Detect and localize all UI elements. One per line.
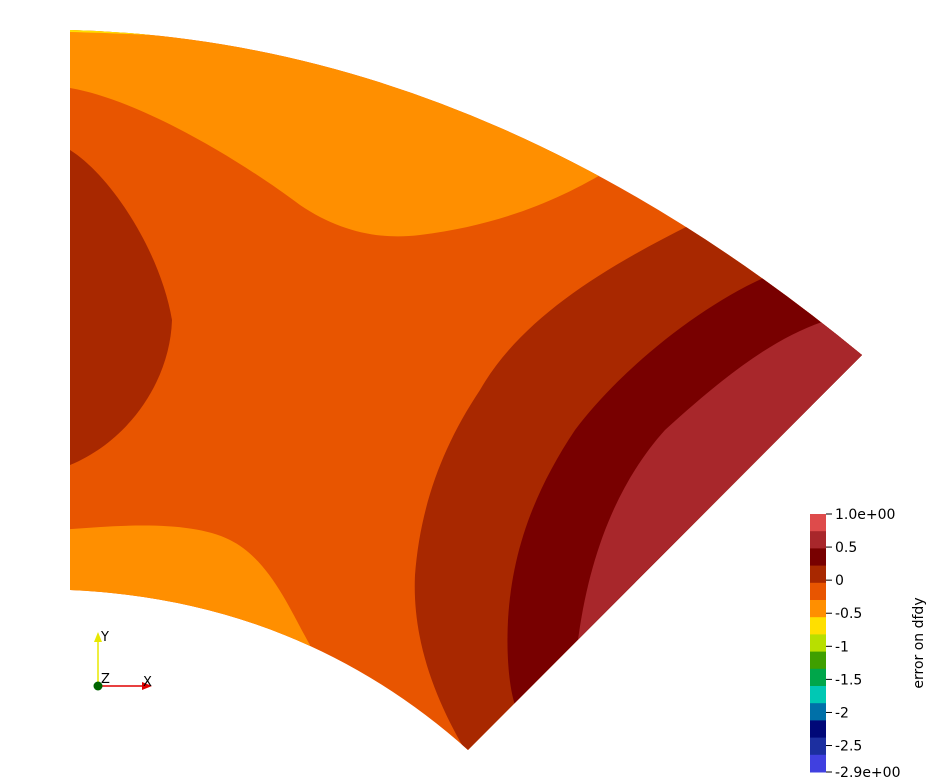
colorbar-band <box>810 668 826 687</box>
colorbar: 1.0e+00 0.5 0 -0.5 -1 -1.5 -2 -2.5 -2.9e+00 error… <box>810 507 927 781</box>
colorbar-band <box>810 514 826 532</box>
colorbar-band <box>810 634 826 653</box>
triad-y-label: Y <box>100 630 109 645</box>
axes-triad: Y Z X <box>93 630 152 691</box>
triad-z-label: Z <box>101 672 110 687</box>
triad-x-arrow <box>142 682 152 690</box>
colorbar-band <box>810 548 826 567</box>
colorbar-band <box>810 703 826 721</box>
colorbar-tick-label: 0 <box>835 573 844 589</box>
triad-x-label: X <box>143 675 152 690</box>
region-level-0.25-left <box>70 150 172 465</box>
colorbar-band <box>810 720 826 739</box>
colorbar-band <box>810 565 826 584</box>
colorbar-band <box>810 600 826 618</box>
colorbar-band <box>810 531 826 549</box>
colorbar-tick-label: -1.5 <box>835 672 862 688</box>
colorbar-tick-label: -2.9e+00 <box>835 765 900 781</box>
colorbar-band <box>810 754 826 773</box>
colorbar-tick-label: -2.5 <box>835 739 862 755</box>
colorbar-band <box>810 617 826 635</box>
colorbar-band <box>810 651 826 670</box>
colorbar-tick-label: 1.0e+00 <box>835 507 895 523</box>
triad-z-dot <box>93 681 103 691</box>
colorbar-band <box>810 582 826 601</box>
colorbar-tick-label: 0.5 <box>835 540 857 556</box>
colorbar-title: error on dfdy <box>911 597 927 688</box>
colorbar-band <box>810 686 826 704</box>
colorbar-tick-label: -0.5 <box>835 606 862 622</box>
colorbar-tick-label: -2 <box>835 705 849 721</box>
triad-y-arrow <box>94 632 102 642</box>
colorbar-band <box>810 737 826 756</box>
colorbar-tick-label: -1 <box>835 639 849 655</box>
